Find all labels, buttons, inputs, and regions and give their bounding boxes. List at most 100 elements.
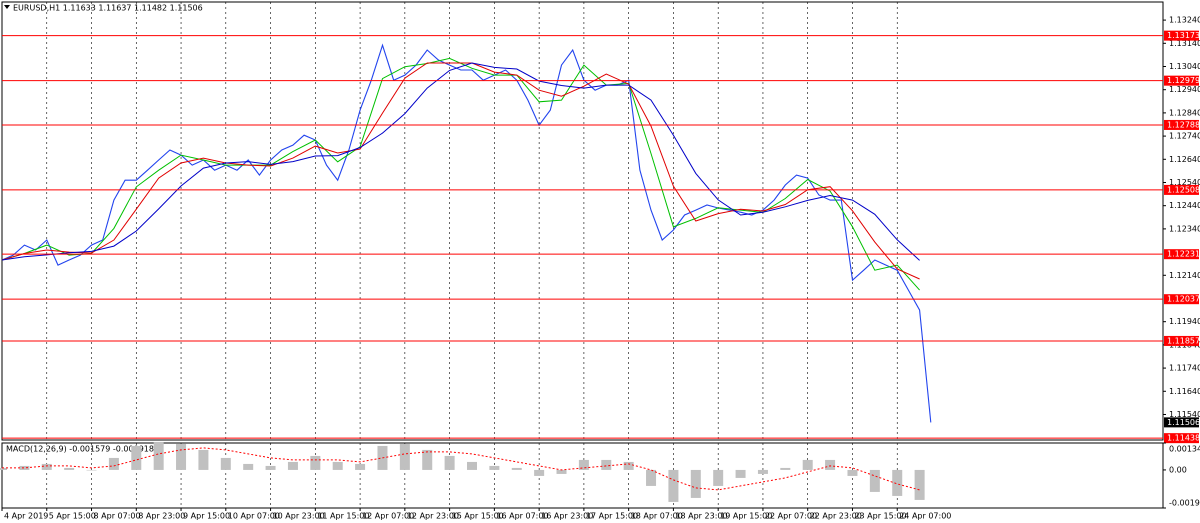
- y-tick-label: 1.12640: [1169, 155, 1200, 164]
- macd-bar: [41, 463, 52, 470]
- macd-title: MACD(12,26,9) -0.001579 -0.000918: [6, 445, 154, 454]
- title-arrow: [4, 5, 10, 9]
- macd-bar: [869, 469, 880, 492]
- macd-frame: [1, 442, 1164, 509]
- x-tick-label: 23 Apr 15:00: [854, 512, 906, 521]
- macd-bar: [64, 467, 75, 470]
- x-tick-label: 18 Apr 07:00: [631, 512, 683, 521]
- y-tick-label: 0.001347: [1169, 445, 1200, 454]
- level-label-box: [1164, 335, 1199, 346]
- y-tick-label: 1.11740: [1169, 364, 1200, 373]
- x-tick-label: 4 Apr 2019: [4, 512, 48, 521]
- level-label: 1.11438: [1167, 434, 1200, 443]
- x-tick-label: 18 Apr 23:00: [675, 512, 727, 521]
- macd-bar: [914, 469, 925, 500]
- level-label: 1.12037: [1167, 295, 1200, 304]
- macd-bar: [713, 469, 724, 486]
- series-line: [1, 43, 932, 423]
- x-tick-label: 10 Apr 23:00: [273, 512, 325, 521]
- macd-bar: [556, 469, 567, 474]
- macd-bar: [0, 467, 7, 470]
- y-tick-label: -0.001904: [1169, 499, 1200, 508]
- y-tick-label: 1.11940: [1169, 317, 1200, 326]
- level-label-box: [1164, 249, 1199, 260]
- macd-bar: [511, 467, 522, 470]
- level-label-box: [1164, 75, 1199, 86]
- macd-bar: [668, 469, 679, 502]
- macd-bar: [802, 459, 813, 470]
- macd-bar: [847, 469, 858, 476]
- macd-bar: [176, 443, 187, 470]
- macd-bar: [623, 461, 634, 470]
- level-label: 1.11857: [1167, 336, 1200, 345]
- level-label-box: [1164, 184, 1199, 195]
- series-line: [1, 62, 920, 280]
- x-tick-label: 22 Apr 07:00: [765, 512, 817, 521]
- macd-bar: [825, 459, 836, 470]
- y-tick-label: 1.12740: [1169, 132, 1200, 141]
- y-tick-label: 1.12540: [1169, 178, 1200, 187]
- x-tick-label: 24 Apr 07:00: [899, 512, 951, 521]
- macd-bar: [153, 441, 164, 470]
- y-tick-label: 1.12140: [1169, 271, 1200, 280]
- x-tick-label: 12 Apr 23:00: [407, 512, 459, 521]
- level-label-box: [1164, 433, 1199, 444]
- macd-bar: [892, 469, 903, 496]
- macd-bar: [310, 455, 321, 470]
- macd-bar: [243, 463, 254, 470]
- macd-bar: [757, 469, 768, 474]
- macd-bar: [287, 461, 298, 470]
- macd-bar: [601, 459, 612, 470]
- y-tick-label: 1.11540: [1169, 410, 1200, 419]
- x-tick-label: 8 Apr 07:00: [94, 512, 141, 521]
- macd-bar: [131, 445, 142, 470]
- x-tick-label: 17 Apr 15:00: [586, 512, 638, 521]
- macd-bar: [399, 443, 410, 470]
- x-tick-label: 8 Apr 23:00: [138, 512, 185, 521]
- level-label: 1.13173: [1167, 31, 1200, 40]
- y-tick-label: 0.00: [1169, 465, 1187, 474]
- y-tick-label: 1.13240: [1169, 16, 1200, 25]
- x-tick-label: 10 Apr 07:00: [228, 512, 280, 521]
- level-label-box: [1164, 119, 1199, 130]
- macd-bar: [534, 469, 545, 476]
- x-tick-label: 16 Apr 07:00: [496, 512, 548, 521]
- level-label: 1.12231: [1167, 250, 1200, 259]
- last-price-label: 1.11506: [1167, 418, 1200, 427]
- y-tick-label: 1.12340: [1169, 224, 1200, 233]
- macd-bar: [355, 463, 366, 470]
- macd-bar: [86, 469, 97, 471]
- macd-bar: [108, 457, 119, 470]
- level-label: 1.12979: [1167, 76, 1200, 85]
- main-frame: [1, 1, 1164, 441]
- macd-bar: [735, 469, 746, 478]
- macd-bar: [332, 461, 343, 470]
- macd-bar: [690, 469, 701, 498]
- x-tick-label: 9 Apr 15:00: [183, 512, 230, 521]
- y-tick-label: 1.13040: [1169, 62, 1200, 71]
- level-label: 1.12508: [1167, 185, 1200, 194]
- y-tick-label: 1.12940: [1169, 85, 1200, 94]
- macd-bar: [780, 467, 791, 470]
- macd-bar: [220, 457, 231, 470]
- macd-bar: [198, 449, 209, 470]
- series-line: [1, 62, 920, 261]
- x-tick-label: 15 Apr 15:00: [452, 512, 504, 521]
- level-label-box: [1164, 30, 1199, 41]
- y-tick-label: 1.13140: [1169, 39, 1200, 48]
- x-tick-label: 5 Apr 15:00: [49, 512, 96, 521]
- x-tick-label: 22 Apr 23:00: [810, 512, 862, 521]
- x-tick-label: 16 Apr 23:00: [541, 512, 593, 521]
- macd-bar: [422, 449, 433, 470]
- level-label: 1.12788: [1167, 120, 1200, 129]
- y-tick-label: 1.12440: [1169, 201, 1200, 210]
- macd-bar: [646, 469, 657, 486]
- last-price-box: [1164, 417, 1199, 428]
- x-tick-label: 11 Apr 15:00: [317, 512, 369, 521]
- macd-bar: [19, 465, 30, 470]
- macd-bar: [466, 461, 477, 470]
- level-label-box: [1164, 294, 1199, 305]
